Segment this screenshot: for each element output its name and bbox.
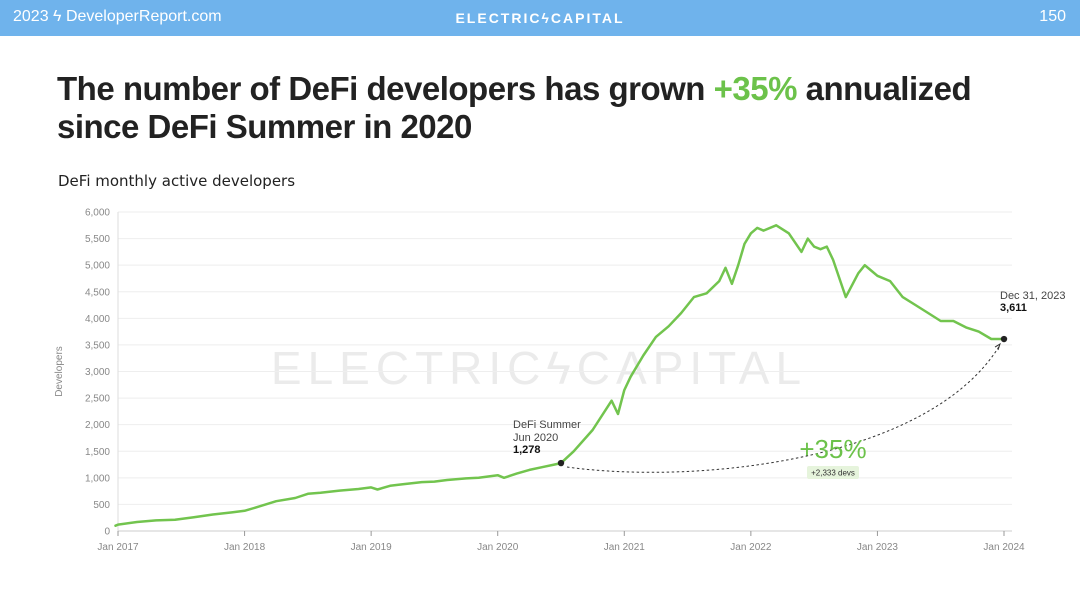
x-tick-label: Jan 2017 (97, 542, 139, 553)
y-tick-label: 5,000 (85, 261, 110, 272)
y-tick-label: 500 (93, 500, 110, 511)
y-axis-title: Developers (54, 346, 65, 397)
start-point-marker (557, 459, 565, 467)
title-highlight: +35% (713, 70, 798, 107)
watermark: ELECTRICϟCAPITAL (271, 342, 807, 394)
start-annotation-label: DeFi Summer (513, 419, 581, 431)
growth-arrow (566, 344, 1001, 473)
y-tick-label: 2,000 (85, 420, 110, 431)
title-part-1: The number of DeFi developers has grown (57, 70, 714, 107)
y-tick-label: 1,000 (85, 473, 110, 484)
x-tick-label: Jan 2024 (983, 542, 1025, 553)
y-tick-label: 3,500 (85, 340, 110, 351)
x-tick-label: Jan 2020 (477, 542, 519, 553)
x-tick-label: Jan 2019 (351, 542, 393, 553)
start-annotation-date: Jun 2020 (513, 432, 558, 444)
y-tick-label: 4,000 (85, 314, 110, 325)
y-tick-label: 5,500 (85, 234, 110, 245)
page-title: The number of DeFi developers has grown … (57, 70, 1017, 146)
page-number: 150 (1039, 8, 1066, 25)
start-annotation-value: 1,278 (513, 444, 541, 456)
y-tick-label: 0 (104, 527, 110, 538)
end-point-marker (1000, 335, 1008, 343)
y-tick-label: 1,500 (85, 447, 110, 458)
growth-arrowhead (994, 342, 1001, 351)
x-tick-label: Jan 2018 (224, 542, 266, 553)
x-tick-label: Jan 2022 (730, 542, 772, 553)
brand-logo: ELECTRICϟCAPITAL (455, 10, 625, 26)
title-part-2: annualized since DeFi Summer in 2020 (57, 70, 972, 145)
end-annotation-value: 3,611 (1000, 302, 1027, 314)
y-tick-label: 2,500 (85, 394, 110, 405)
growth-percent-label: +35% (799, 434, 866, 464)
growth-devs-label: +2,333 devs (811, 469, 855, 478)
chart-title: DeFi monthly active developers (58, 172, 296, 190)
end-annotation-label: Dec 31, 2023 (1000, 290, 1065, 302)
x-tick-label: Jan 2021 (604, 542, 646, 553)
x-tick-label: Jan 2023 (857, 542, 899, 553)
growth-badge (807, 466, 859, 479)
header-bar: 2023 ϟ DeveloperReport.com ELECTRICϟCAPI… (0, 0, 1080, 36)
y-tick-label: 6,000 (85, 208, 110, 219)
y-tick-label: 4,500 (85, 287, 110, 298)
y-tick-label: 3,000 (85, 367, 110, 378)
series-line (114, 224, 1006, 527)
report-link[interactable]: 2023 ϟ DeveloperReport.com (13, 8, 222, 25)
